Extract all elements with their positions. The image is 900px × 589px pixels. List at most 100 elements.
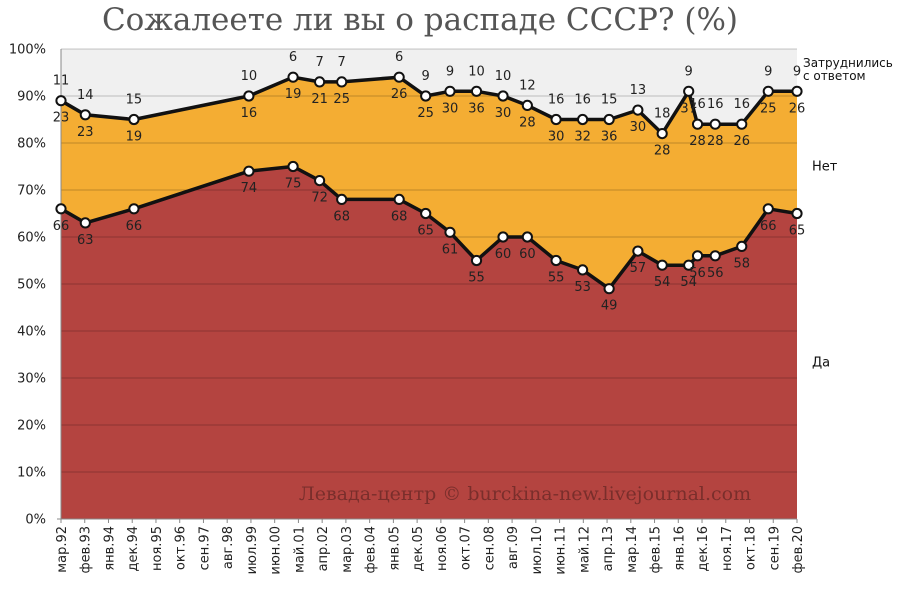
marker-yes-plus-no	[709, 118, 721, 130]
legend-hard-to-say: Затруднились с ответом	[803, 56, 893, 83]
x-tick-label: май.01	[292, 526, 307, 573]
data-label-hard-to-say: 9	[793, 64, 801, 79]
data-label-no: 26	[733, 134, 750, 149]
data-label-no: 28	[654, 144, 671, 159]
x-tick-label: дек.16	[696, 526, 711, 572]
marker-yes	[791, 207, 803, 220]
data-label-no: 28	[519, 115, 536, 130]
data-label-yes: 66	[126, 219, 143, 234]
marker-yes-plus-no	[420, 90, 432, 102]
data-label-yes: 68	[391, 209, 408, 224]
y-tick-label: 30%	[17, 372, 46, 387]
marker-yes-plus-no	[444, 85, 456, 97]
x-tick-label: янв.16	[672, 526, 687, 571]
x-tick-label: фев.93	[79, 526, 94, 573]
chart-title: Сожалеете ли вы о распаде СССР? (%)	[101, 2, 739, 38]
x-tick-label: окт.07	[459, 526, 474, 570]
data-label-hard-to-say: 16	[574, 93, 591, 108]
x-tick-label: июн.00	[269, 526, 284, 575]
x-tick-label: ноя.06	[435, 526, 450, 571]
data-label-yes: 74	[241, 181, 258, 196]
data-label-no: 19	[126, 130, 143, 145]
data-label-hard-to-say: 9	[685, 64, 693, 79]
data-label-no: 30	[630, 120, 647, 135]
x-tick-label: фев.04	[364, 526, 379, 573]
data-label-yes: 55	[548, 271, 565, 286]
y-tick-label: 70%	[17, 184, 46, 199]
data-label-hard-to-say: 9	[422, 69, 430, 84]
x-tick-label: сен.19	[767, 526, 782, 570]
data-label-no: 28	[689, 134, 706, 149]
area-yes	[61, 166, 797, 519]
x-tick-label: апр.02	[316, 526, 331, 571]
marker-yes	[497, 231, 509, 243]
y-tick-label: 0%	[25, 513, 46, 528]
data-label-no: 16	[241, 106, 258, 121]
x-tick-label: июн.11	[554, 526, 569, 575]
data-label-hard-to-say: 7	[315, 55, 323, 70]
legend-no: Нет	[812, 159, 838, 174]
x-tick-label: июл.99	[245, 526, 260, 574]
marker-yes	[550, 254, 562, 267]
data-label-yes: 55	[468, 271, 485, 286]
data-label-yes: 65	[417, 224, 434, 239]
marker-yes-plus-no	[313, 76, 326, 88]
marker-yes-plus-no	[683, 85, 695, 97]
watermark-text: Левада-центр © burckina-new.livejournal.…	[299, 483, 751, 505]
marker-yes-plus-no	[497, 90, 509, 102]
y-tick-label: 100%	[9, 43, 46, 58]
data-label-hard-to-say: 7	[338, 55, 346, 70]
marker-yes-plus-no	[470, 85, 483, 97]
marker-yes	[287, 160, 299, 173]
x-tick-label: ноя.17	[720, 526, 735, 571]
x-tick-label: мар.03	[340, 526, 355, 573]
marker-yes	[762, 203, 774, 215]
y-tick-label: 40%	[17, 325, 46, 340]
y-tick-label: 50%	[17, 278, 46, 293]
x-tick-label: фев.15	[649, 526, 664, 573]
x-tick-label: янв.94	[102, 526, 117, 571]
data-label-no: 37	[680, 101, 697, 116]
marker-yes-plus-no	[656, 128, 668, 140]
data-label-no: 30	[548, 130, 565, 145]
x-tick-label: мар.14	[625, 526, 640, 573]
data-label-hard-to-say: 16	[689, 97, 706, 112]
data-label-no: 25	[417, 106, 434, 121]
data-label-hard-to-say: 16	[707, 97, 724, 112]
marker-yes	[632, 245, 644, 257]
marker-yes	[521, 231, 533, 243]
marker-yes-plus-no	[521, 99, 533, 112]
marker-yes-plus-no	[762, 85, 774, 97]
data-label-yes: 54	[654, 275, 671, 290]
data-label-yes: 72	[311, 191, 328, 206]
x-tick-label: сен.97	[197, 526, 212, 570]
data-label-hard-to-say: 9	[764, 64, 772, 79]
x-tick-label: фев.20	[791, 526, 806, 573]
data-label-yes: 75	[285, 177, 302, 192]
data-label-yes: 66	[760, 219, 777, 234]
data-label-no: 25	[760, 101, 777, 116]
data-label-yes: 63	[77, 233, 94, 248]
data-label-hard-to-say: 13	[630, 83, 647, 98]
marker-yes	[55, 203, 67, 215]
marker-yes-plus-no	[550, 113, 562, 126]
data-label-hard-to-say: 6	[395, 50, 403, 65]
x-tick-label: июл.10	[530, 526, 545, 574]
y-tick-label: 80%	[17, 137, 46, 152]
data-label-hard-to-say: 9	[446, 64, 454, 79]
marker-yes-plus-no	[128, 113, 140, 126]
data-label-yes: 57	[630, 261, 647, 276]
x-tick-label: дек.94	[126, 526, 141, 572]
marker-yes	[736, 240, 748, 252]
data-label-yes: 49	[601, 299, 618, 314]
x-tick-label: авг.09	[506, 526, 521, 569]
data-label-yes: 66	[53, 219, 70, 234]
data-label-no: 19	[285, 87, 302, 102]
data-label-hard-to-say: 6	[289, 50, 297, 65]
data-label-no: 26	[391, 87, 408, 102]
data-label-yes: 58	[733, 256, 750, 271]
marker-yes	[420, 207, 432, 220]
marker-yes	[128, 203, 140, 215]
data-label-hard-to-say: 11	[53, 74, 70, 89]
